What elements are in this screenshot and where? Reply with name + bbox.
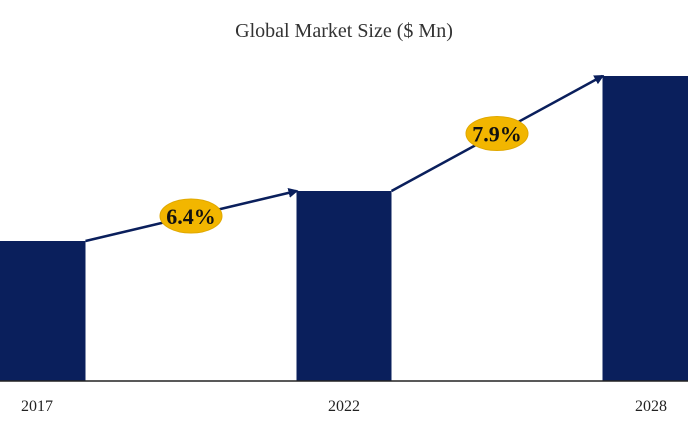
bar-2022 — [296, 191, 392, 381]
cagr-label: 6.4% — [166, 204, 216, 229]
x-tick-label-2028: 2028 — [635, 398, 667, 415]
x-tick-label-2017: 2017 — [21, 398, 53, 415]
chart-title: Global Market Size ($ Mn) — [235, 20, 453, 42]
cagr-badge — [465, 116, 529, 151]
bar-2017 — [0, 241, 86, 381]
cagr-badge — [159, 198, 223, 234]
bar-2028 — [602, 76, 688, 381]
x-tick-label-2022: 2022 — [328, 398, 360, 415]
cagr-label: 7.9% — [472, 122, 522, 147]
